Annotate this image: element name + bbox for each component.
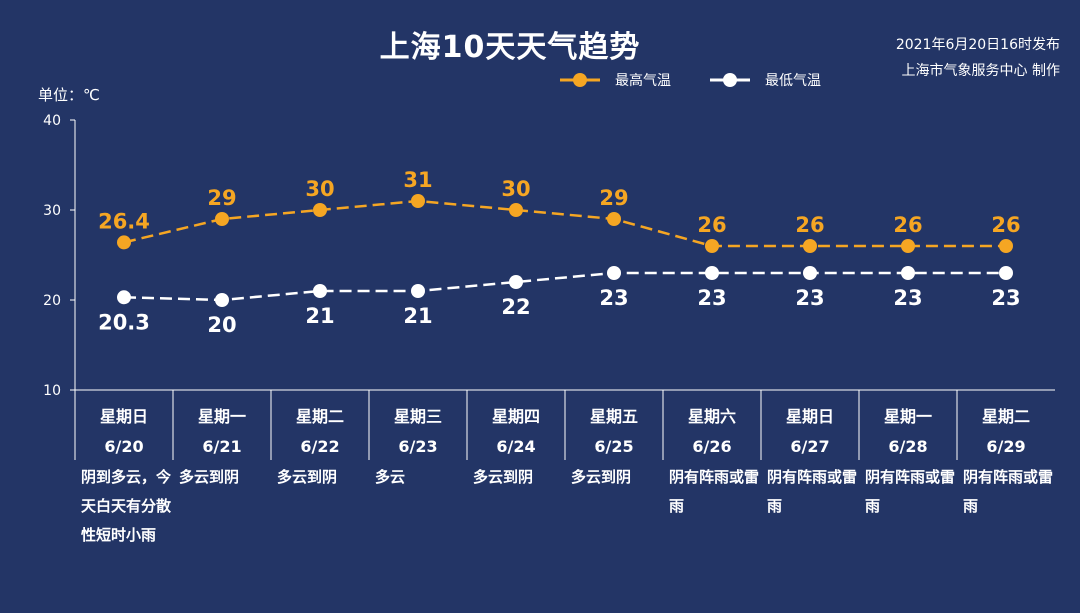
high-temp-label: 30 (501, 177, 530, 201)
low-temp-point (705, 266, 719, 280)
low-temp-point (313, 284, 327, 298)
legend-marker (723, 73, 737, 87)
low-temp-point (999, 266, 1013, 280)
y-tick-label: 20 (43, 293, 61, 309)
weekday-label: 星期日 (100, 407, 148, 426)
page-title: 上海10天天气趋势 (379, 30, 641, 65)
high-temp-point (705, 239, 719, 253)
date-label: 6/24 (496, 437, 535, 456)
weather-description: 阴有阵雨或雷雨 (963, 468, 1054, 515)
high-temp-point (607, 212, 621, 226)
high-temp-label: 26.4 (98, 209, 150, 233)
weather-description: 多云到阴 (571, 468, 632, 486)
weather-description: 多云到阴 (277, 468, 338, 486)
high-temp-label: 29 (207, 186, 236, 210)
high-temp-label: 29 (599, 186, 628, 210)
high-temp-point (411, 194, 425, 208)
low-temp-label: 22 (501, 295, 530, 319)
low-temp-label: 23 (599, 286, 628, 310)
low-temp-point (901, 266, 915, 280)
low-temp-point (411, 284, 425, 298)
date-label: 6/22 (300, 437, 339, 456)
legend-marker (573, 73, 587, 87)
weekday-label: 星期六 (688, 407, 736, 426)
y-tick-label: 40 (43, 113, 61, 129)
weekday-label: 星期四 (492, 407, 540, 426)
publisher: 上海市气象服务中心 制作 (901, 63, 1060, 79)
weekday-label: 星期二 (296, 407, 344, 426)
high-temp-point (313, 203, 327, 217)
y-tick-label: 30 (43, 203, 61, 219)
weekday-label: 星期一 (198, 407, 246, 426)
high-temp-label: 30 (305, 177, 334, 201)
high-temp-point (803, 239, 817, 253)
legend-label: 最高气温 (615, 72, 671, 89)
low-temp-label: 20 (207, 313, 236, 337)
weather-description: 阴有阵雨或雷雨 (865, 468, 956, 515)
low-temp-label: 23 (893, 286, 922, 310)
weather-description: 阴有阵雨或雷雨 (669, 468, 760, 515)
weather-description: 阴有阵雨或雷雨 (767, 468, 858, 515)
date-label: 6/28 (888, 437, 927, 456)
date-label: 6/25 (594, 437, 633, 456)
high-temp-line (123, 199, 1006, 248)
date-label: 6/20 (104, 437, 143, 456)
weather-description: 多云 (375, 468, 406, 486)
date-label: 6/26 (692, 437, 731, 456)
low-temp-label: 23 (991, 286, 1020, 310)
date-label: 6/21 (202, 437, 241, 456)
weekday-label: 星期日 (786, 407, 834, 426)
weather-description: 多云到阴 (179, 468, 240, 486)
high-temp-point (999, 239, 1013, 253)
date-label: 6/23 (398, 437, 437, 456)
y-tick-label: 10 (43, 383, 61, 399)
weekday-label: 星期五 (590, 407, 638, 426)
low-temp-line (123, 271, 1006, 302)
high-temp-label: 26 (697, 213, 726, 237)
low-temp-point (509, 275, 523, 289)
weekday-label: 星期一 (884, 407, 932, 426)
weekday-label: 星期二 (982, 407, 1030, 426)
weather-description: 多云到阴 (473, 468, 534, 486)
low-temp-point (607, 266, 621, 280)
unit-label: 单位：℃ (38, 86, 100, 104)
low-temp-label: 23 (697, 286, 726, 310)
publish-time: 2021年6月20日16时发布 (895, 37, 1060, 53)
high-temp-point (901, 239, 915, 253)
low-temp-label: 21 (305, 304, 334, 328)
high-temp-label: 26 (991, 213, 1020, 237)
high-temp-point (509, 203, 523, 217)
low-temp-point (215, 293, 229, 307)
low-temp-label: 20.3 (98, 310, 150, 334)
weather-description: 阴到多云，今天白天有分散性短时小雨 (81, 468, 172, 544)
date-label: 6/29 (986, 437, 1025, 456)
high-temp-point (117, 235, 131, 250)
date-label: 6/27 (790, 437, 829, 456)
low-temp-label: 21 (403, 304, 432, 328)
legend-label: 最低气温 (765, 73, 821, 89)
low-temp-label: 23 (795, 286, 824, 310)
low-temp-point (803, 266, 817, 280)
high-temp-point (215, 212, 229, 226)
high-temp-label: 26 (795, 213, 824, 237)
high-temp-label: 26 (893, 213, 922, 237)
weekday-label: 星期三 (394, 407, 442, 426)
high-temp-label: 31 (403, 168, 432, 192)
low-temp-point (117, 290, 131, 305)
